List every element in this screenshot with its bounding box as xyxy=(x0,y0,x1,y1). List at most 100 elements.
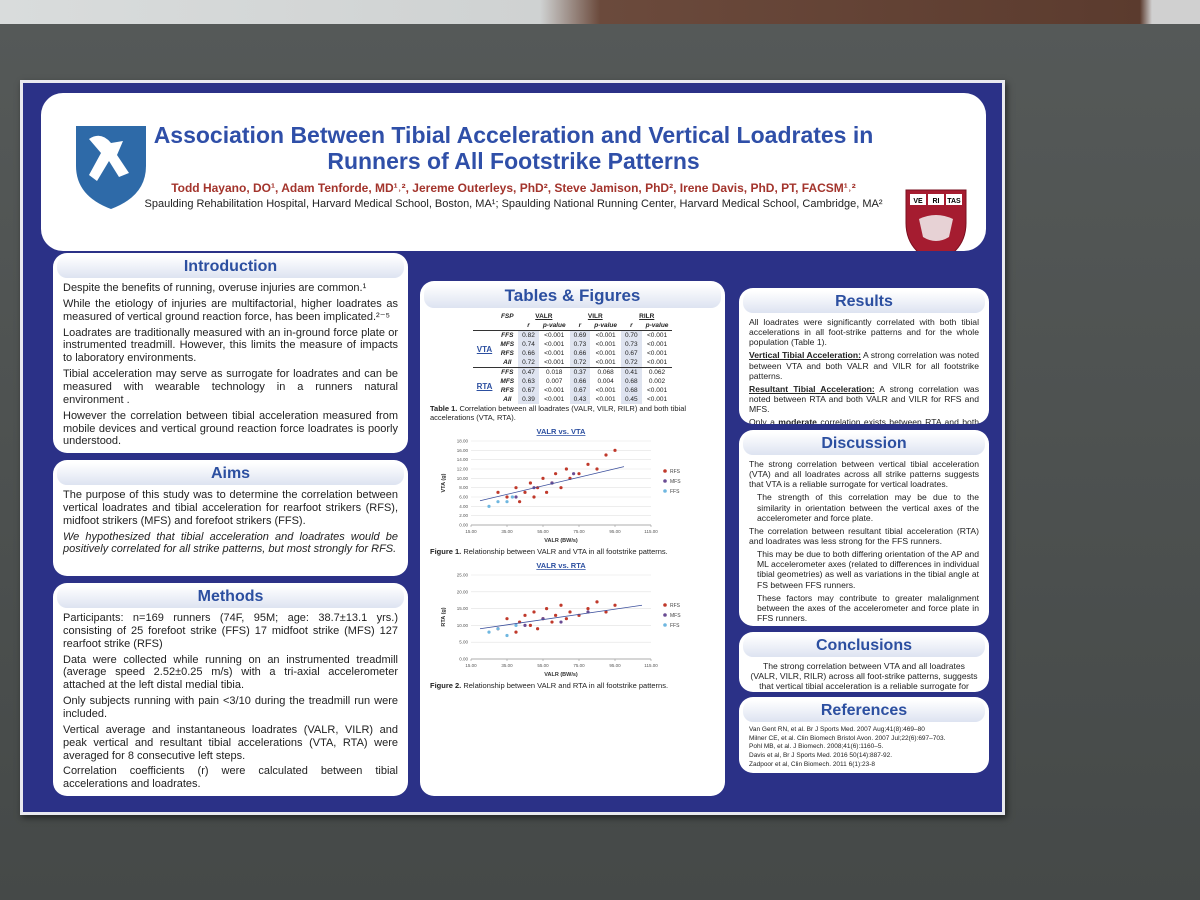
table-cell: 0.66 xyxy=(518,349,539,358)
data-point xyxy=(603,453,608,457)
paragraph: These factors may contribute to greater … xyxy=(757,592,979,623)
table-cell: 0.72 xyxy=(621,358,642,368)
table-row: RTA FFS 0.47 0.018 0.37 0.068 0.41 0.062 xyxy=(472,367,673,391)
logo-text: VE xyxy=(913,198,923,205)
y-tick-label: 0.00 xyxy=(459,657,468,662)
data-point xyxy=(495,627,500,631)
scatter-chart: VALR vs. VTA 0.00 2.00 4.00 6.00 8.00 10.00 12.… xyxy=(441,427,681,544)
legend-label: FFS xyxy=(670,489,680,495)
paragraph: Only subjects running with pain <3/10 du… xyxy=(63,695,398,721)
x-tick-label: 115.00 xyxy=(644,529,658,534)
y-axis-label: RTA (g) xyxy=(441,607,447,626)
table-cell: 0.74 xyxy=(518,340,539,349)
references-section: References Van Gent RN, et al. Br J Sport… xyxy=(739,697,989,773)
paragraph: The strong correlation between vertical … xyxy=(749,459,979,490)
table-row: All 0.72 <0.001 0.72 <0.001 0.72 <0.001 xyxy=(473,358,673,368)
chart-title: VALR vs. VTA xyxy=(536,427,585,436)
section-heading: Tables & Figures xyxy=(424,284,721,308)
table-cell: <0.001 xyxy=(544,387,565,394)
table-cell: 0.63 xyxy=(518,377,539,386)
y-tick-label: 18.00 xyxy=(456,439,468,444)
table-header: p-value xyxy=(542,322,566,329)
paragraph: Tibial acceleration may serve as surroga… xyxy=(63,368,398,406)
table-header: r xyxy=(527,322,530,329)
table-cell: 0.73 xyxy=(621,340,642,349)
logo-book xyxy=(928,194,944,205)
section-heading: Discussion xyxy=(743,433,985,455)
table-cell: <0.001 xyxy=(595,387,616,394)
table-row: MFS 0.74 <0.001 0.73 <0.001 0.73 <0.001 xyxy=(473,340,673,349)
data-point xyxy=(510,495,514,499)
poster: VE RI TAS Association Between Tibial Acc… xyxy=(20,80,1005,815)
section-heading: References xyxy=(743,700,985,722)
table-group: VTA xyxy=(476,344,493,354)
data-point xyxy=(513,623,518,627)
data-point xyxy=(495,500,500,504)
paragraph: However the correlation between tibial a… xyxy=(63,409,398,448)
bold-text: Resultant Tibial Acceleration: xyxy=(749,383,875,394)
data-point xyxy=(558,486,563,490)
paragraph: While the etiology of injuries are multi… xyxy=(63,297,398,323)
x-tick-label: 35.00 xyxy=(501,529,513,534)
data-point xyxy=(531,610,536,614)
text: All loadrates were significantly correla… xyxy=(749,317,979,348)
caption-label: Table 1. xyxy=(430,404,458,413)
paragraph: The correlation between resultant tibial… xyxy=(749,525,979,546)
y-tick-label: 0.00 xyxy=(459,523,468,528)
table-header: VILR xyxy=(587,313,603,320)
logo-shield xyxy=(76,126,146,209)
table-cell: <0.001 xyxy=(544,359,565,366)
paragraph: Vertical Tibial Acceleration: A strong c… xyxy=(749,350,979,380)
table-cell: FFS xyxy=(501,369,514,376)
reference: Davis et al, Br J Sports Med. 2016 50(14… xyxy=(749,751,893,759)
table-cell: 0.72 xyxy=(518,358,539,368)
hypothesis: We hypothesized that tibial acceleration… xyxy=(63,530,398,556)
table-cell: <0.001 xyxy=(544,396,565,403)
data-point xyxy=(564,467,568,471)
data-point xyxy=(564,617,568,621)
data-point xyxy=(531,495,536,499)
y-tick-label: 16.00 xyxy=(456,448,468,453)
table-row: RFS 0.67 <0.001 0.67 <0.001 0.68 <0.001 xyxy=(473,386,673,395)
text: A strong correlation was noted between V… xyxy=(749,350,979,381)
data-point xyxy=(495,490,500,494)
table-row: VTA FFS 0.82 <0.001 0.69 <0.001 0.70 <0.001 xyxy=(473,330,673,354)
data-point xyxy=(567,610,572,614)
data-point xyxy=(594,467,599,471)
table-row: RFS 0.66 <0.001 0.66 <0.001 0.67 <0.001 xyxy=(473,349,673,358)
reference: Pohl MB, et al. J Biomech. 2008;41(6):11… xyxy=(749,743,884,751)
caption-text: Correlation between all loadrates (VALR,… xyxy=(430,404,687,422)
table-header: RILR xyxy=(639,313,655,320)
data-point xyxy=(571,472,575,476)
reference: Milner CE, et al. Clin Biomech Bristol A… xyxy=(749,734,946,742)
table-group: RTA xyxy=(476,381,493,391)
table-cell: 0.41 xyxy=(621,367,642,377)
y-tick-label: 6.00 xyxy=(459,495,468,500)
table-row: MFS 0.63 0.007 0.66 0.004 0.68 0.002 xyxy=(473,377,673,386)
table-cell: MFS xyxy=(500,341,515,348)
x-tick-label: 15.00 xyxy=(465,529,477,534)
table-row: All 0.39 <0.001 0.43 <0.001 0.45 <0.001 xyxy=(473,395,673,404)
data-point xyxy=(603,610,608,614)
data-point xyxy=(504,495,509,499)
table-cell: MFS xyxy=(500,378,515,385)
table-cell: 0.82 xyxy=(518,330,539,340)
caption-text: Relationship between VALR and VTA in all… xyxy=(461,547,668,556)
y-tick-label: 10.00 xyxy=(456,623,468,628)
data-point xyxy=(513,486,518,490)
table-cell: All xyxy=(503,396,512,403)
table-cell: <0.001 xyxy=(647,332,668,339)
scatter-chart: VALR vs. RTA 0.00 5.00 10.00 15.00 20.00 25.00… xyxy=(441,561,681,678)
data-point xyxy=(558,603,563,607)
paragraph: This may be due to both differing orient… xyxy=(757,549,979,590)
table-cell: <0.001 xyxy=(595,341,616,348)
x-tick-label: 55.00 xyxy=(537,529,549,534)
y-tick-label: 4.00 xyxy=(459,504,468,509)
y-tick-label: 15.00 xyxy=(456,606,468,611)
results-table: FSP VALR VILR RILR r p-value r p-value r p-value V… xyxy=(472,312,673,404)
logo-book xyxy=(946,194,962,205)
paragraph: All loadrates were significantly correla… xyxy=(749,317,979,347)
data-point xyxy=(612,603,617,607)
paragraph: Correlation coefficients (r) were calcul… xyxy=(63,765,398,791)
